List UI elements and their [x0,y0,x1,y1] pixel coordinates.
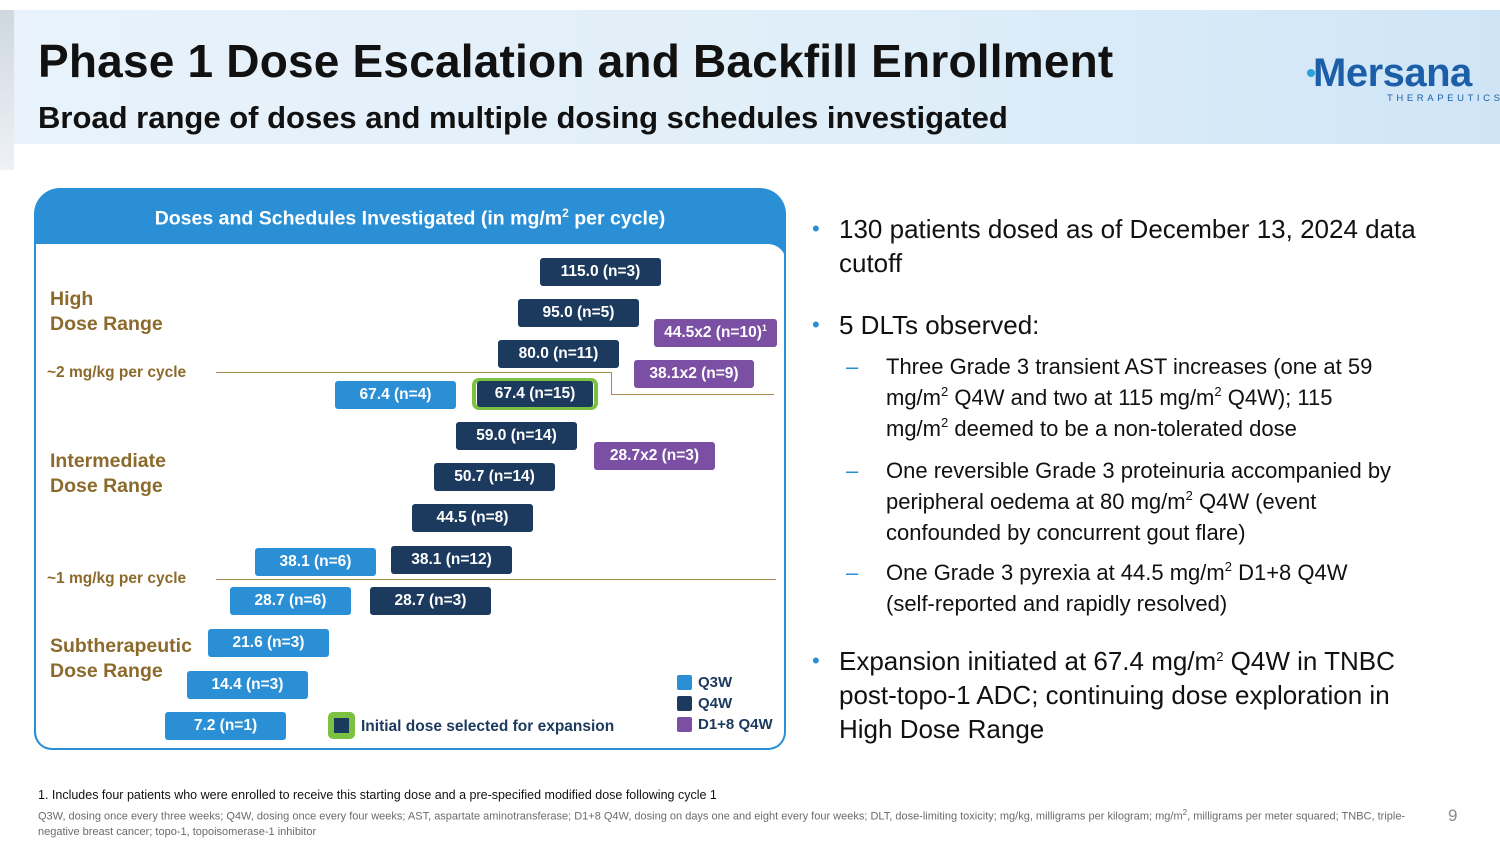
legend-label-q3w: Q3W [698,674,733,691]
dose-bar: 80.0 (n=11) [498,340,619,368]
dose-bar: 7.2 (n=1) [165,712,286,740]
dose-bar: 67.4 (n=4) [335,381,456,409]
dose-bar: 21.6 (n=3) [208,629,329,657]
subtherapeutic-dose-range-label: Subtherapeutic Dose Range [50,635,192,682]
panel-title: Doses and Schedules Investigated (in mg/… [154,206,666,230]
expansion-legend-swatch [328,712,355,739]
threshold-1-line [216,579,776,580]
dose-bar: 44.5 (n=8) [412,504,533,532]
expansion-highlight [472,378,598,410]
dose-bar: 28.7 (n=3) [370,587,491,615]
dose-bar: 28.7x2 (n=3) [594,442,715,470]
page-title: Phase 1 Dose Escalation and Backfill Enr… [38,35,1114,87]
legend-swatch-q4w [677,696,692,711]
dose-bar: 28.7 (n=6) [230,587,351,615]
header-band [0,10,1500,170]
legend-swatch-q3w [677,675,692,690]
dose-bar: 38.1 (n=12) [391,546,512,574]
intermediate-dose-range-label: Intermediate Dose Range [50,450,166,497]
footnote-abbreviations: Q3W, dosing once every three weeks; Q4W,… [38,808,1406,838]
dose-bar: 115.0 (n=3) [540,258,661,286]
dose-bar: 50.7 (n=14) [434,463,555,491]
threshold-2-mgkg-label: ~2 mg/kg per cycle [47,364,187,381]
legend-label-q4w: Q4W [698,695,733,712]
dose-bar: 44.5x2 (n=10)1 [654,319,777,347]
threshold-1-mgkg-label: ~1 mg/kg per cycle [47,570,187,587]
page-number: 9 [1448,806,1458,825]
page-subtitle: Broad range of doses and multiple dosing… [38,100,1008,135]
threshold-2-line [216,372,612,373]
expansion-legend-label: Initial dose selected for expansion [361,718,615,735]
dose-bar: 14.4 (n=3) [187,671,308,699]
dose-bar: 59.0 (n=14) [456,422,577,450]
dose-bar: 95.0 (n=5) [518,299,639,327]
dose-bar: 38.1x2 (n=9) [634,360,754,388]
footnote-1: 1. Includes four patients who were enrol… [38,788,717,802]
dose-bar: 38.1 (n=6) [255,548,376,576]
company-logo: Mersana THERAPEUTICS [1305,45,1500,110]
legend-swatch-d18 [677,717,692,732]
high-dose-range-label: High Dose Range [50,288,163,335]
dose-bar: 67.4 (n=15) [477,381,593,407]
legend-label-d18: D1+8 Q4W [698,716,773,733]
